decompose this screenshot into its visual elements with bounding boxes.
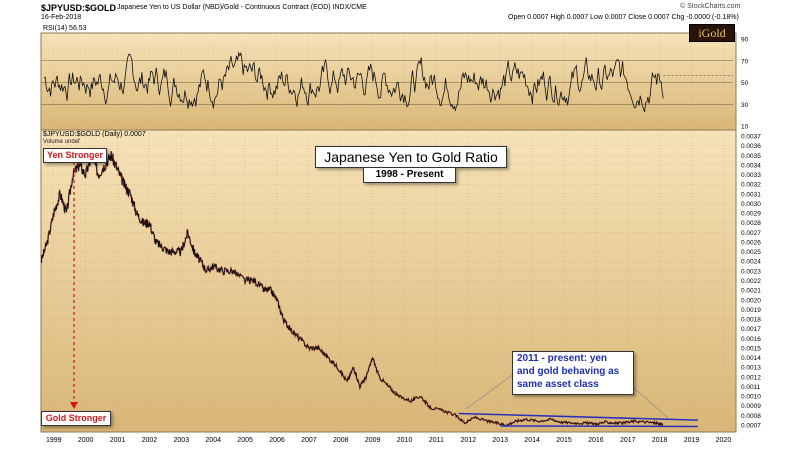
y-tick-label: 0.0020 [741,297,761,304]
x-tick-label: 2011 [429,437,444,444]
y-tick-label: 0.0013 [741,365,761,372]
x-tick-label: 2007 [301,437,317,444]
price-legend: $JPYUSD:$GOLD (Daily) 0.0007 [43,131,146,138]
y-tick-label: 0.0031 [741,191,761,198]
x-tick-label: 2001 [110,437,126,444]
x-tick-label: 2009 [365,437,381,444]
rsi-label: RSI(14) 56.53 [43,25,87,32]
chart-title: Japanese Yen to Gold Ratio [315,146,507,168]
rsi-tick-label: 10 [741,124,749,131]
note-callout-left [465,372,516,410]
y-tick-label: 0.0022 [741,278,761,285]
y-tick-label: 0.0017 [741,326,761,333]
ohlc-readout: Open 0.0007 High 0.0007 Low 0.0007 Close… [508,14,739,21]
x-tick-label: 2014 [524,437,540,444]
y-tick-label: 0.0035 [741,153,761,160]
x-tick-label: 2020 [716,437,732,444]
x-tick-label: 2015 [556,437,572,444]
note-box: 2011 - present: yen and gold behaving as… [512,351,634,395]
rsi-line [43,51,664,113]
x-tick-label: 2004 [205,437,221,444]
stockcharts-watermark: © StockCharts.com [680,3,741,10]
y-tick-label: 0.0018 [741,317,761,324]
price-series-line [40,151,664,427]
note-line-1: 2011 - present: yen [517,353,608,364]
x-tick-label: 2012 [461,437,477,444]
rsi-tick-label: 50 [741,80,749,87]
y-tick-label: 0.0028 [741,220,761,227]
symbol-label: $JPYUSD:$GOLD [41,3,117,13]
x-tick-label: 1999 [46,437,62,444]
y-tick-label: 0.0029 [741,211,761,218]
x-tick-label: 2003 [174,437,190,444]
x-tick-label: 2008 [333,437,349,444]
x-tick-label: 2002 [142,437,158,444]
y-tick-label: 0.0026 [741,239,761,246]
x-tick-label: 2013 [492,437,508,444]
y-tick-label: 0.0009 [741,403,761,410]
y-tick-label: 0.0007 [741,423,761,430]
volume-legend: Volume undef [43,139,80,145]
symbol-description: Japanese Yen to US Dollar (NBD)/Gold - C… [117,4,367,11]
yen-gold-arrow-head [70,402,78,409]
y-tick-label: 0.0021 [741,288,761,295]
note-line-3: same asset class [517,379,599,390]
igold-logo: iGold [689,24,735,42]
x-tick-label: 2005 [237,437,253,444]
x-tick-label: 2018 [652,437,668,444]
y-tick-label: 0.0015 [741,345,761,352]
y-tick-label: 0.0034 [741,162,761,169]
y-tick-label: 0.0010 [741,394,761,401]
y-tick-label: 0.0030 [741,201,761,208]
date-label: 16-Feb-2018 [41,14,82,21]
note-line-2: and gold behaving as [517,366,620,377]
y-tick-label: 0.0032 [741,182,761,189]
gold-stronger-label: Gold Stronger [41,411,111,426]
rsi-tick-label: 90 [741,37,749,44]
rsi-panel [40,32,737,131]
x-tick-label: 2010 [397,437,413,444]
rsi-tick-label: 70 [741,58,749,65]
x-tick-label: 2017 [620,437,636,444]
y-tick-label: 0.0014 [741,355,761,362]
y-tick-label: 0.0024 [741,259,761,266]
y-tick-label: 0.0037 [741,134,761,141]
x-tick-label: 2019 [684,437,700,444]
y-tick-label: 0.0008 [741,413,761,420]
yen-stronger-label: Yen Stronger [43,148,107,163]
y-tick-label: 0.0012 [741,374,761,381]
trend-line [458,412,698,421]
y-tick-label: 0.0019 [741,307,761,314]
y-tick-label: 0.0016 [741,336,761,343]
y-tick-label: 0.0033 [741,172,761,179]
chart-subtitle: 1998 - Present [363,167,456,183]
y-tick-label: 0.0023 [741,268,761,275]
y-tick-label: 0.0027 [741,230,761,237]
y-tick-label: 0.0011 [741,384,761,391]
rsi-tick-label: 30 [741,102,749,109]
y-tick-label: 0.0025 [741,249,761,256]
x-tick-label: 2016 [588,437,604,444]
x-tick-label: 2000 [78,437,94,444]
x-tick-label: 2006 [269,437,285,444]
y-tick-label: 0.0036 [741,143,761,150]
logo-text: iGold [698,26,726,40]
